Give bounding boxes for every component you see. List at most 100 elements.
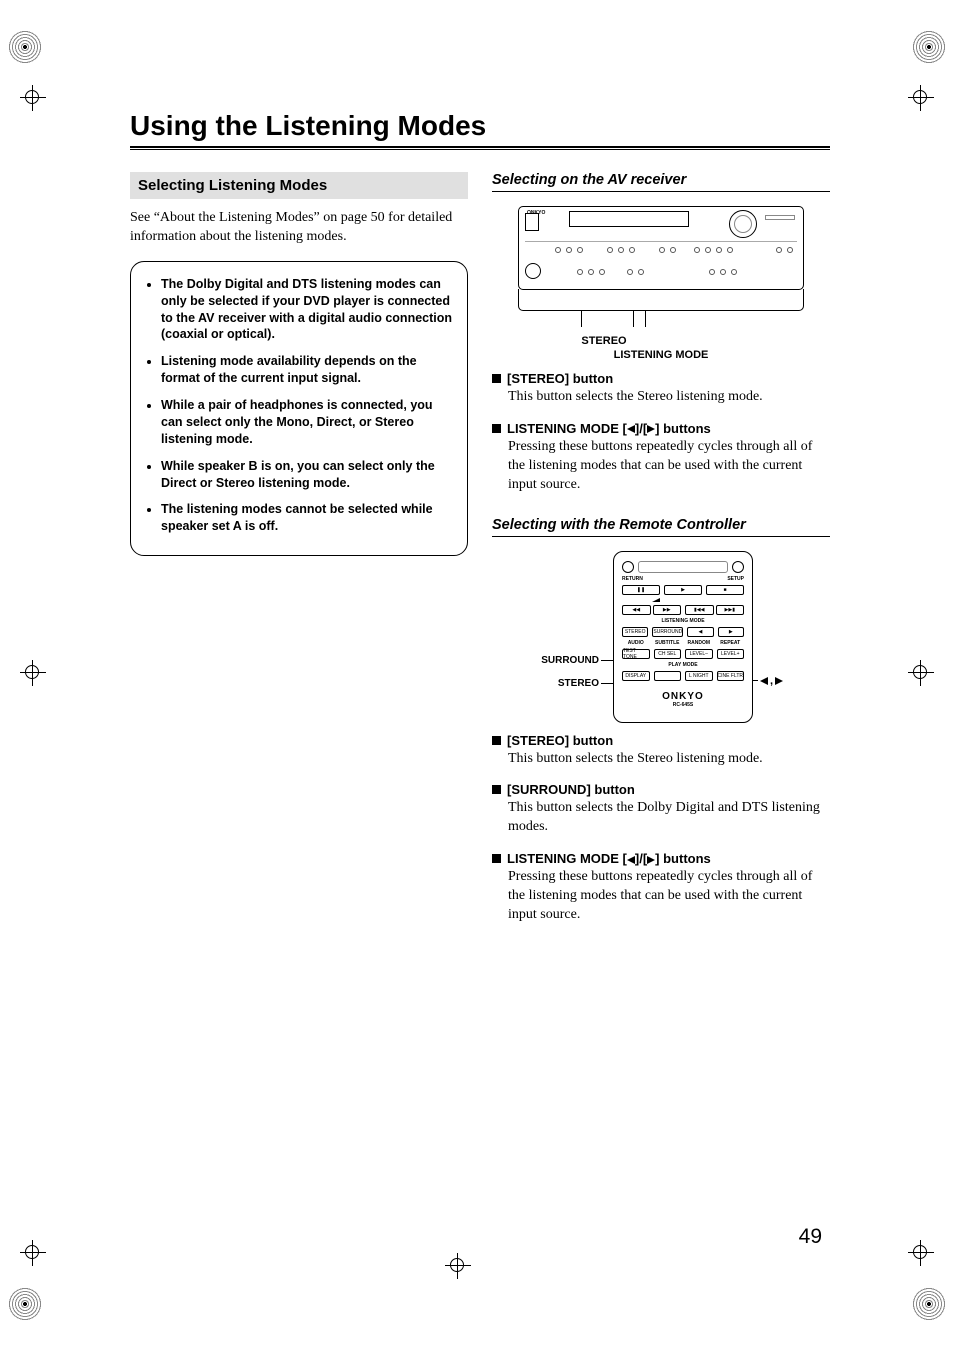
pause-button-icon: ❚❚ [622, 585, 660, 595]
leader-line [581, 311, 582, 327]
left-arrow-icon [627, 856, 635, 864]
crop-mark-icon [864, 660, 934, 730]
title-rule [130, 146, 830, 150]
remote-dpad-icon [638, 561, 728, 573]
remote-left-button: ◀ [687, 627, 713, 637]
text-fragment: ]/[ [635, 851, 647, 866]
crop-mark-icon [20, 1196, 90, 1266]
text-fragment: LISTENING MODE [ [507, 851, 627, 866]
remote-right-button: ▶ [718, 627, 744, 637]
leader-line [601, 683, 613, 684]
square-bullet-icon [492, 736, 501, 745]
text-fragment: , [770, 675, 773, 687]
vent-icon [765, 215, 795, 220]
item-description: This button selects the Stereo listening… [508, 750, 830, 769]
remote-button: CINE FLTR [717, 671, 745, 681]
note-item: Listening mode availability depends on t… [161, 353, 453, 387]
remote-button-icon [622, 561, 634, 573]
item: [STEREO] button This button selects the … [492, 733, 830, 769]
receiver-body-icon: ONKYO [518, 206, 804, 290]
remote-stereo-button: STEREO [622, 627, 648, 637]
remote-logo: ONKYO [622, 691, 744, 702]
left-column: Selecting Listening Modes See “About the… [130, 172, 468, 939]
remote-btn-label: SETUP [727, 576, 744, 582]
diagram-label: LISTENING MODE [614, 349, 709, 361]
button-row-icon [627, 269, 644, 275]
item-description: This button selects the Dolby Digital an… [508, 799, 830, 837]
remote-button: TEST TONE [622, 649, 650, 659]
page: Using the Listening Modes Selecting List… [0, 0, 954, 1351]
remote-btn-label: SUBTITLE [654, 640, 682, 646]
section-heading: Selecting Listening Modes [130, 172, 468, 199]
jack-icon [525, 263, 541, 279]
left-arrow-icon [627, 425, 635, 433]
display-icon [569, 211, 689, 227]
registration-mark-icon [8, 30, 42, 64]
note-item: The listening modes cannot be selected w… [161, 501, 453, 535]
registration-mark-icon [912, 30, 946, 64]
play-button-icon: ▶ [664, 585, 702, 595]
crop-mark-icon [864, 85, 934, 155]
button-row-icon [659, 247, 676, 253]
item-description: This button selects the Stereo listening… [508, 388, 830, 407]
rewind-button-icon: ◀◀ [622, 605, 651, 615]
button-row-icon [694, 247, 733, 253]
button-row-icon [577, 269, 605, 275]
leader-line [601, 660, 613, 661]
item-heading: [SURROUND] button [507, 782, 635, 797]
page-number: 49 [799, 1225, 822, 1249]
item-heading: LISTENING MODE []/[] buttons [507, 851, 711, 866]
registration-mark-icon [8, 1287, 42, 1321]
receiver-base-icon [518, 289, 804, 311]
item-description: Pressing these buttons repeatedly cycles… [508, 438, 830, 495]
diagram-label: SURROUND [541, 655, 599, 666]
subsection-heading: Selecting on the AV receiver [492, 172, 830, 192]
stop-button-icon: ■ [706, 585, 744, 595]
page-title: Using the Listening Modes [130, 110, 830, 142]
content-area: Using the Listening Modes Selecting List… [130, 110, 830, 939]
button-row-icon [776, 247, 793, 253]
prev-button-icon: ▮◀◀ [685, 605, 714, 615]
registration-mark-icon [912, 1287, 946, 1321]
remote-button: LEVEL+ [717, 649, 745, 659]
square-bullet-icon [492, 424, 501, 433]
item: [STEREO] button This button selects the … [492, 371, 830, 407]
button-row-icon [709, 269, 737, 275]
remote-button-icon [732, 561, 744, 573]
square-bullet-icon [492, 785, 501, 794]
next-button-icon: ▶▶▮ [716, 605, 745, 615]
fast-forward-button-icon: ▶▶ [653, 605, 682, 615]
crop-mark-icon [445, 1253, 515, 1323]
receiver-diagram: ONKYO [492, 206, 830, 361]
text-fragment: LISTENING MODE [ [507, 421, 627, 436]
leader-line [633, 311, 634, 327]
crop-mark-icon [864, 1196, 934, 1266]
note-box: The Dolby Digital and DTS listening mode… [130, 261, 468, 556]
note-item: While speaker B is on, you can select on… [161, 458, 453, 492]
remote-surround-button: SURROUND [652, 627, 683, 637]
intro-text: See “About the Listening Modes” on page … [130, 209, 468, 247]
item-heading: [STEREO] button [507, 733, 613, 748]
remote-button [654, 671, 682, 681]
remote-btn-label: RANDOM [685, 640, 713, 646]
item: [SURROUND] button This button selects th… [492, 782, 830, 837]
remote-diagram: SURROUND STEREO [492, 551, 830, 723]
leader-line [753, 680, 758, 681]
power-button-icon [525, 213, 539, 231]
item-description: Pressing these buttons repeatedly cycles… [508, 868, 830, 925]
diagram-label: STEREO [558, 678, 599, 689]
text-fragment: ] buttons [655, 421, 711, 436]
remote-button: LEVEL– [685, 649, 713, 659]
item-heading: LISTENING MODE []/[] buttons [507, 421, 711, 436]
remote-button: CH SEL [654, 649, 682, 659]
remote-btn-label: AUDIO [622, 640, 650, 646]
left-arrow-icon [652, 598, 660, 602]
square-bullet-icon [492, 854, 501, 863]
crop-mark-icon [20, 660, 90, 730]
right-arrow-icon [775, 677, 783, 685]
button-row-icon [607, 247, 635, 253]
remote-btn-label: REPEAT [717, 640, 745, 646]
right-arrow-icon [647, 856, 655, 864]
button-row-icon [555, 247, 583, 253]
crop-mark-icon [20, 85, 90, 155]
